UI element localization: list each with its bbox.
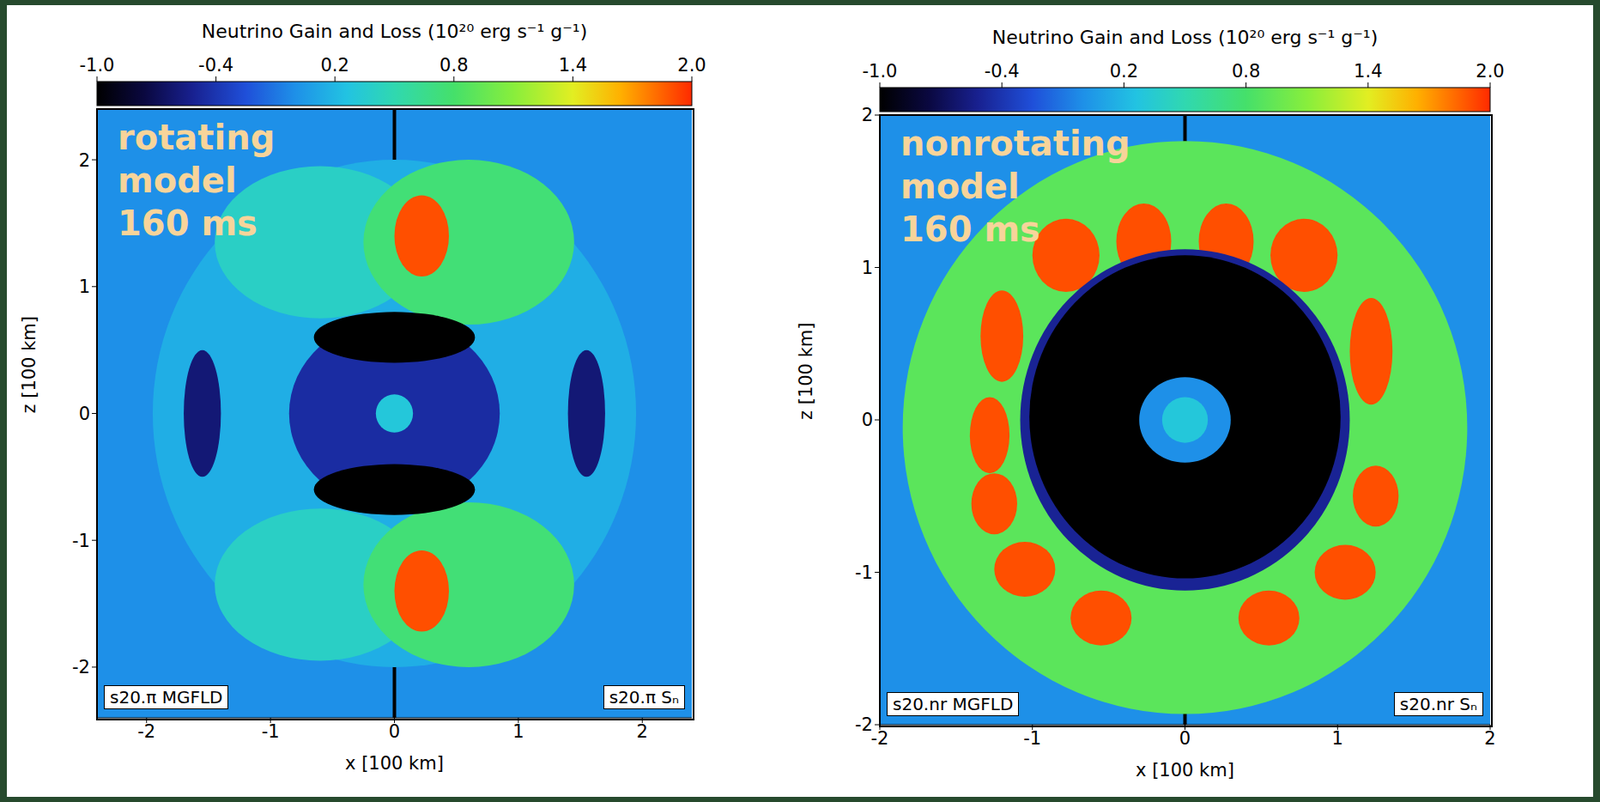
svg-text:z [100 km]: z [100 km] [18, 315, 40, 413]
svg-text:-0.4: -0.4 [198, 54, 234, 76]
html-text:nonrotating: nonrotating [900, 123, 1131, 164]
svg-text:-2: -2 [72, 656, 91, 678]
html-text:model: model [117, 160, 237, 200]
svg-text:0.2: 0.2 [1109, 60, 1139, 82]
svg-text:z [100 km]: z [100 km] [795, 322, 817, 420]
html-text:rotating: rotating [117, 117, 275, 158]
svg-text:-1: -1 [854, 562, 873, 583]
svg-text:-1.0: -1.0 [79, 54, 116, 76]
html-text:s20.nr MGFLD: s20.nr MGFLD [892, 693, 1014, 715]
html-text:s20.π Sₙ: s20.π Sₙ [609, 686, 679, 708]
svg-text:x [100 km]: x [100 km] [1135, 759, 1235, 781]
svg-text:-1: -1 [72, 530, 91, 552]
svg-text:-2: -2 [137, 721, 156, 742]
html-text:s20.nr Sₙ: s20.nr Sₙ [1399, 693, 1478, 715]
svg-text:1: 1 [512, 721, 524, 742]
svg-text:-2: -2 [871, 727, 890, 749]
html-text:160 ms: 160 ms [900, 209, 1041, 249]
svg-text:-0.4: -0.4 [984, 60, 1020, 82]
svg-text:1.4: 1.4 [1353, 60, 1382, 82]
svg-text:0: 0 [861, 409, 873, 431]
svg-text:Neutrino Gain and Loss (10²⁰ e: Neutrino Gain and Loss (10²⁰ erg s⁻¹ g⁻¹… [992, 26, 1379, 49]
svg-text:2: 2 [1484, 727, 1496, 749]
svg-text:0.2: 0.2 [320, 54, 349, 76]
svg-text:-1.0: -1.0 [862, 60, 898, 82]
html-text:s20.π MGFLD: s20.π MGFLD [109, 686, 223, 708]
svg-text:-1: -1 [261, 721, 280, 742]
svg-text:0: 0 [388, 721, 400, 742]
svg-text:-1: -1 [1023, 727, 1042, 749]
svg-text:0.8: 0.8 [1231, 60, 1261, 82]
svg-text:1: 1 [1332, 727, 1344, 749]
svg-text:1.4: 1.4 [558, 54, 588, 76]
svg-text:1: 1 [861, 257, 873, 279]
svg-text:2: 2 [78, 150, 91, 171]
svg-text:-2: -2 [854, 714, 873, 735]
html-text:model: model [900, 166, 1020, 207]
svg-text:0: 0 [1179, 727, 1191, 749]
svg-text:2: 2 [861, 104, 873, 126]
svg-text:Neutrino Gain and Loss (10²⁰ e: Neutrino Gain and Loss (10²⁰ erg s⁻¹ g⁻¹… [201, 20, 588, 43]
svg-text:x [100 km]: x [100 km] [345, 752, 444, 774]
svg-text:1: 1 [78, 276, 91, 297]
svg-text:0.8: 0.8 [439, 54, 468, 76]
svg-text:2.0: 2.0 [677, 54, 706, 76]
svg-text:2.0: 2.0 [1475, 60, 1504, 82]
html-text:160 ms: 160 ms [117, 203, 258, 243]
svg-text:2: 2 [636, 721, 649, 742]
svg-text:0: 0 [78, 403, 91, 425]
